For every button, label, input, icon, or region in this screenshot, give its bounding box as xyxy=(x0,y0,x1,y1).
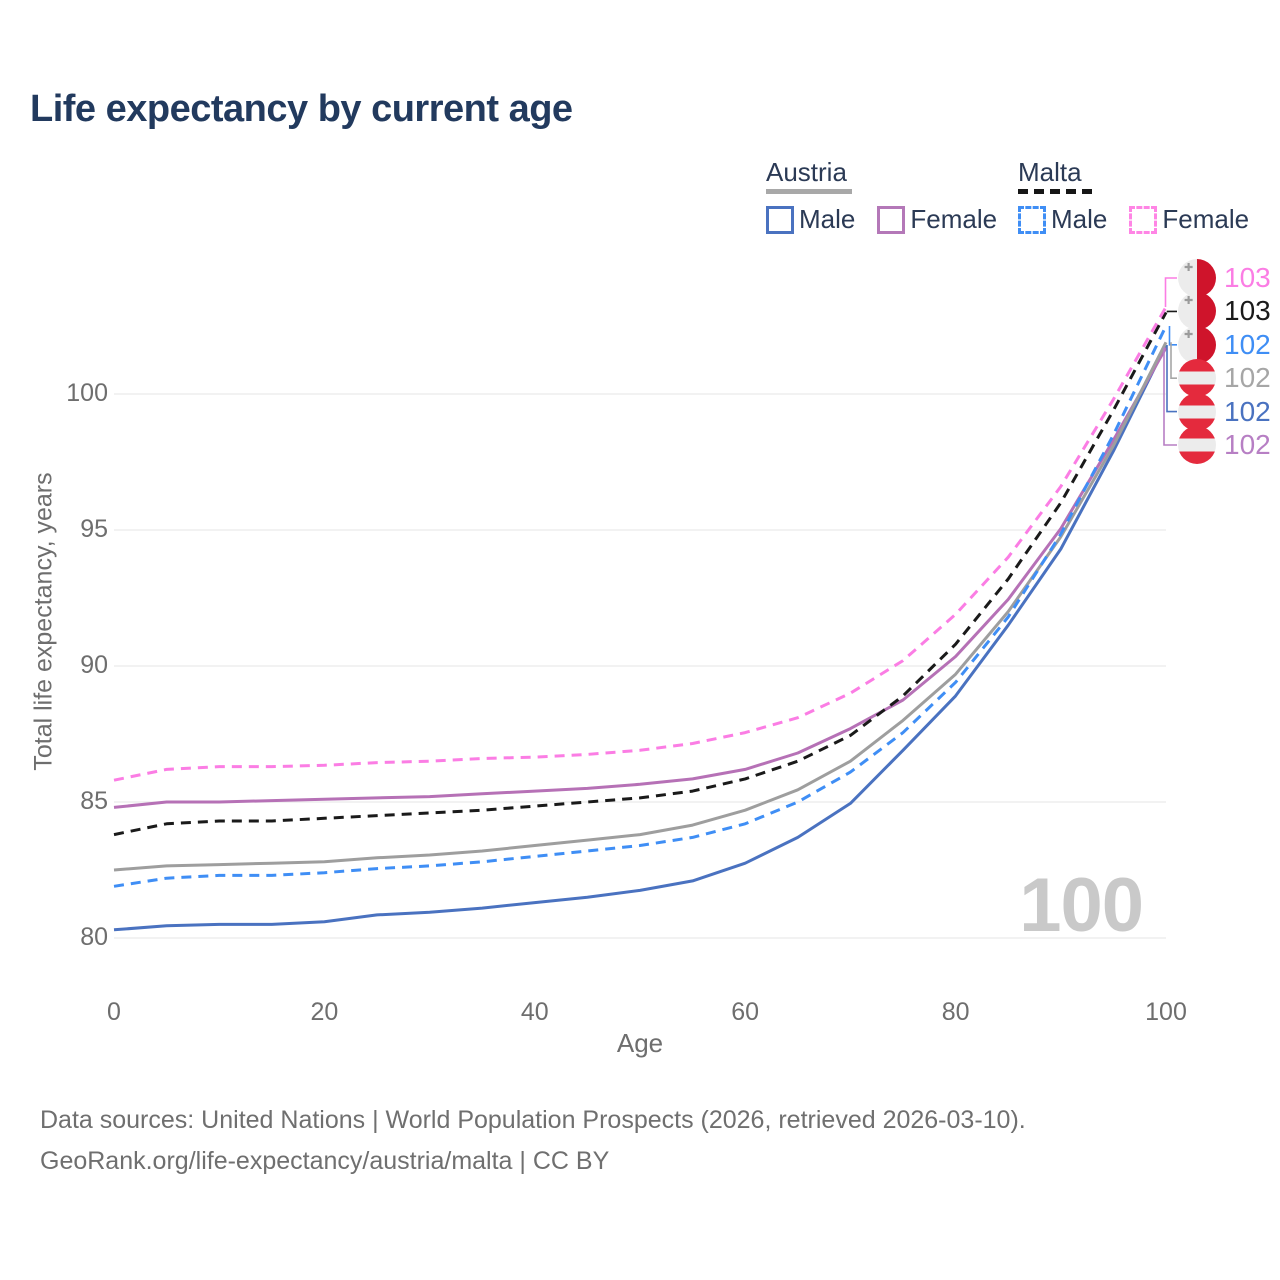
legend-item-malta-male[interactable]: Male xyxy=(1018,204,1107,235)
x-axis-title: Age xyxy=(616,1028,664,1058)
legend-group-malta: Malta Male Female xyxy=(1018,158,1271,235)
austria-flag-icon xyxy=(1178,359,1216,398)
legend-underline-austria xyxy=(766,189,852,194)
legend-item-austria-male[interactable]: Male xyxy=(766,204,855,235)
malta-flag-icon: ✚ xyxy=(1178,292,1216,331)
legend-label-malta-female: Female xyxy=(1162,204,1250,234)
leader-line-austria-male xyxy=(1166,345,1177,413)
george-cross-icon: ✚ xyxy=(1184,262,1194,274)
y-tick-label-95: 95 xyxy=(80,515,108,543)
x-tick-label-60: 60 xyxy=(731,998,760,1026)
series-line-malta-female[interactable] xyxy=(113,306,1168,782)
end-value-malta: 103 xyxy=(1224,295,1271,327)
end-value-austria-male: 102 xyxy=(1224,395,1271,427)
legend-item-malta-female[interactable]: Female xyxy=(1129,204,1249,235)
end-value-austria-female: 102 xyxy=(1224,429,1271,460)
leader-line-austria-female xyxy=(1163,347,1177,446)
y-tick-label-80: 80 xyxy=(80,923,108,951)
austria-flag-icon xyxy=(1178,426,1216,464)
series-line-austria-male[interactable] xyxy=(113,344,1168,932)
malta-flag-icon: ✚ xyxy=(1178,259,1216,297)
leader-line-austria xyxy=(1170,342,1177,379)
end-value-austria: 102 xyxy=(1224,362,1271,394)
austria-flag-icon xyxy=(1178,392,1216,431)
x-tick-label-40: 40 xyxy=(520,998,549,1026)
legend-group-austria: Austria Male Female xyxy=(766,158,1019,235)
y-tick-label-85: 85 xyxy=(80,787,108,815)
legend-group-malta-title: Malta xyxy=(1018,157,1082,187)
legend-label-austria-male: Male xyxy=(799,204,856,234)
x-tick-label-100: 100 xyxy=(1145,998,1187,1026)
legend-swatch-malta-male xyxy=(1018,205,1046,234)
george-cross-icon: ✚ xyxy=(1184,328,1194,341)
attribution-text: GeoRank.org/life-expectancy/austria/malt… xyxy=(40,1147,610,1175)
series-line-austria-female[interactable] xyxy=(113,347,1168,809)
page-title: Life expectancy by current age xyxy=(30,88,573,130)
leader-line-malta xyxy=(1166,310,1177,313)
y-tick-label-100: 100 xyxy=(66,379,108,407)
legend-swatch-malta-female xyxy=(1129,205,1158,234)
legend-label-austria-female: Female xyxy=(910,204,998,234)
end-value-malta-male: 102 xyxy=(1224,328,1271,360)
series-line-malta[interactable] xyxy=(113,311,1168,837)
end-value-malta-female: 103 xyxy=(1224,262,1271,293)
x-tick-label-20: 20 xyxy=(310,998,339,1026)
x-tick-label-80: 80 xyxy=(941,998,970,1026)
legend-swatch-austria-male xyxy=(766,205,794,234)
legend-swatch-austria-female xyxy=(877,205,906,234)
legend-group-austria-title: Austria xyxy=(766,157,847,187)
x-tick-label-0: 0 xyxy=(107,998,121,1026)
y-tick-label-90: 90 xyxy=(80,651,108,679)
series-line-malta-male[interactable] xyxy=(113,325,1168,888)
george-cross-icon: ✚ xyxy=(1184,295,1194,308)
data-sources-text: Data sources: United Nations | World Pop… xyxy=(40,1106,1026,1134)
leader-line-malta-male xyxy=(1168,326,1177,346)
leader-line-malta-female xyxy=(1164,277,1177,307)
series-line-austria[interactable] xyxy=(113,341,1168,872)
malta-flag-icon: ✚ xyxy=(1178,325,1216,364)
legend-label-malta-male: Male xyxy=(1051,204,1108,234)
age-watermark: 100 xyxy=(1019,863,1144,948)
y-axis-title: Total life expectancy, years xyxy=(29,472,58,771)
legend-item-austria-female[interactable]: Female xyxy=(877,204,997,235)
legend-underline-malta xyxy=(1018,189,1092,194)
